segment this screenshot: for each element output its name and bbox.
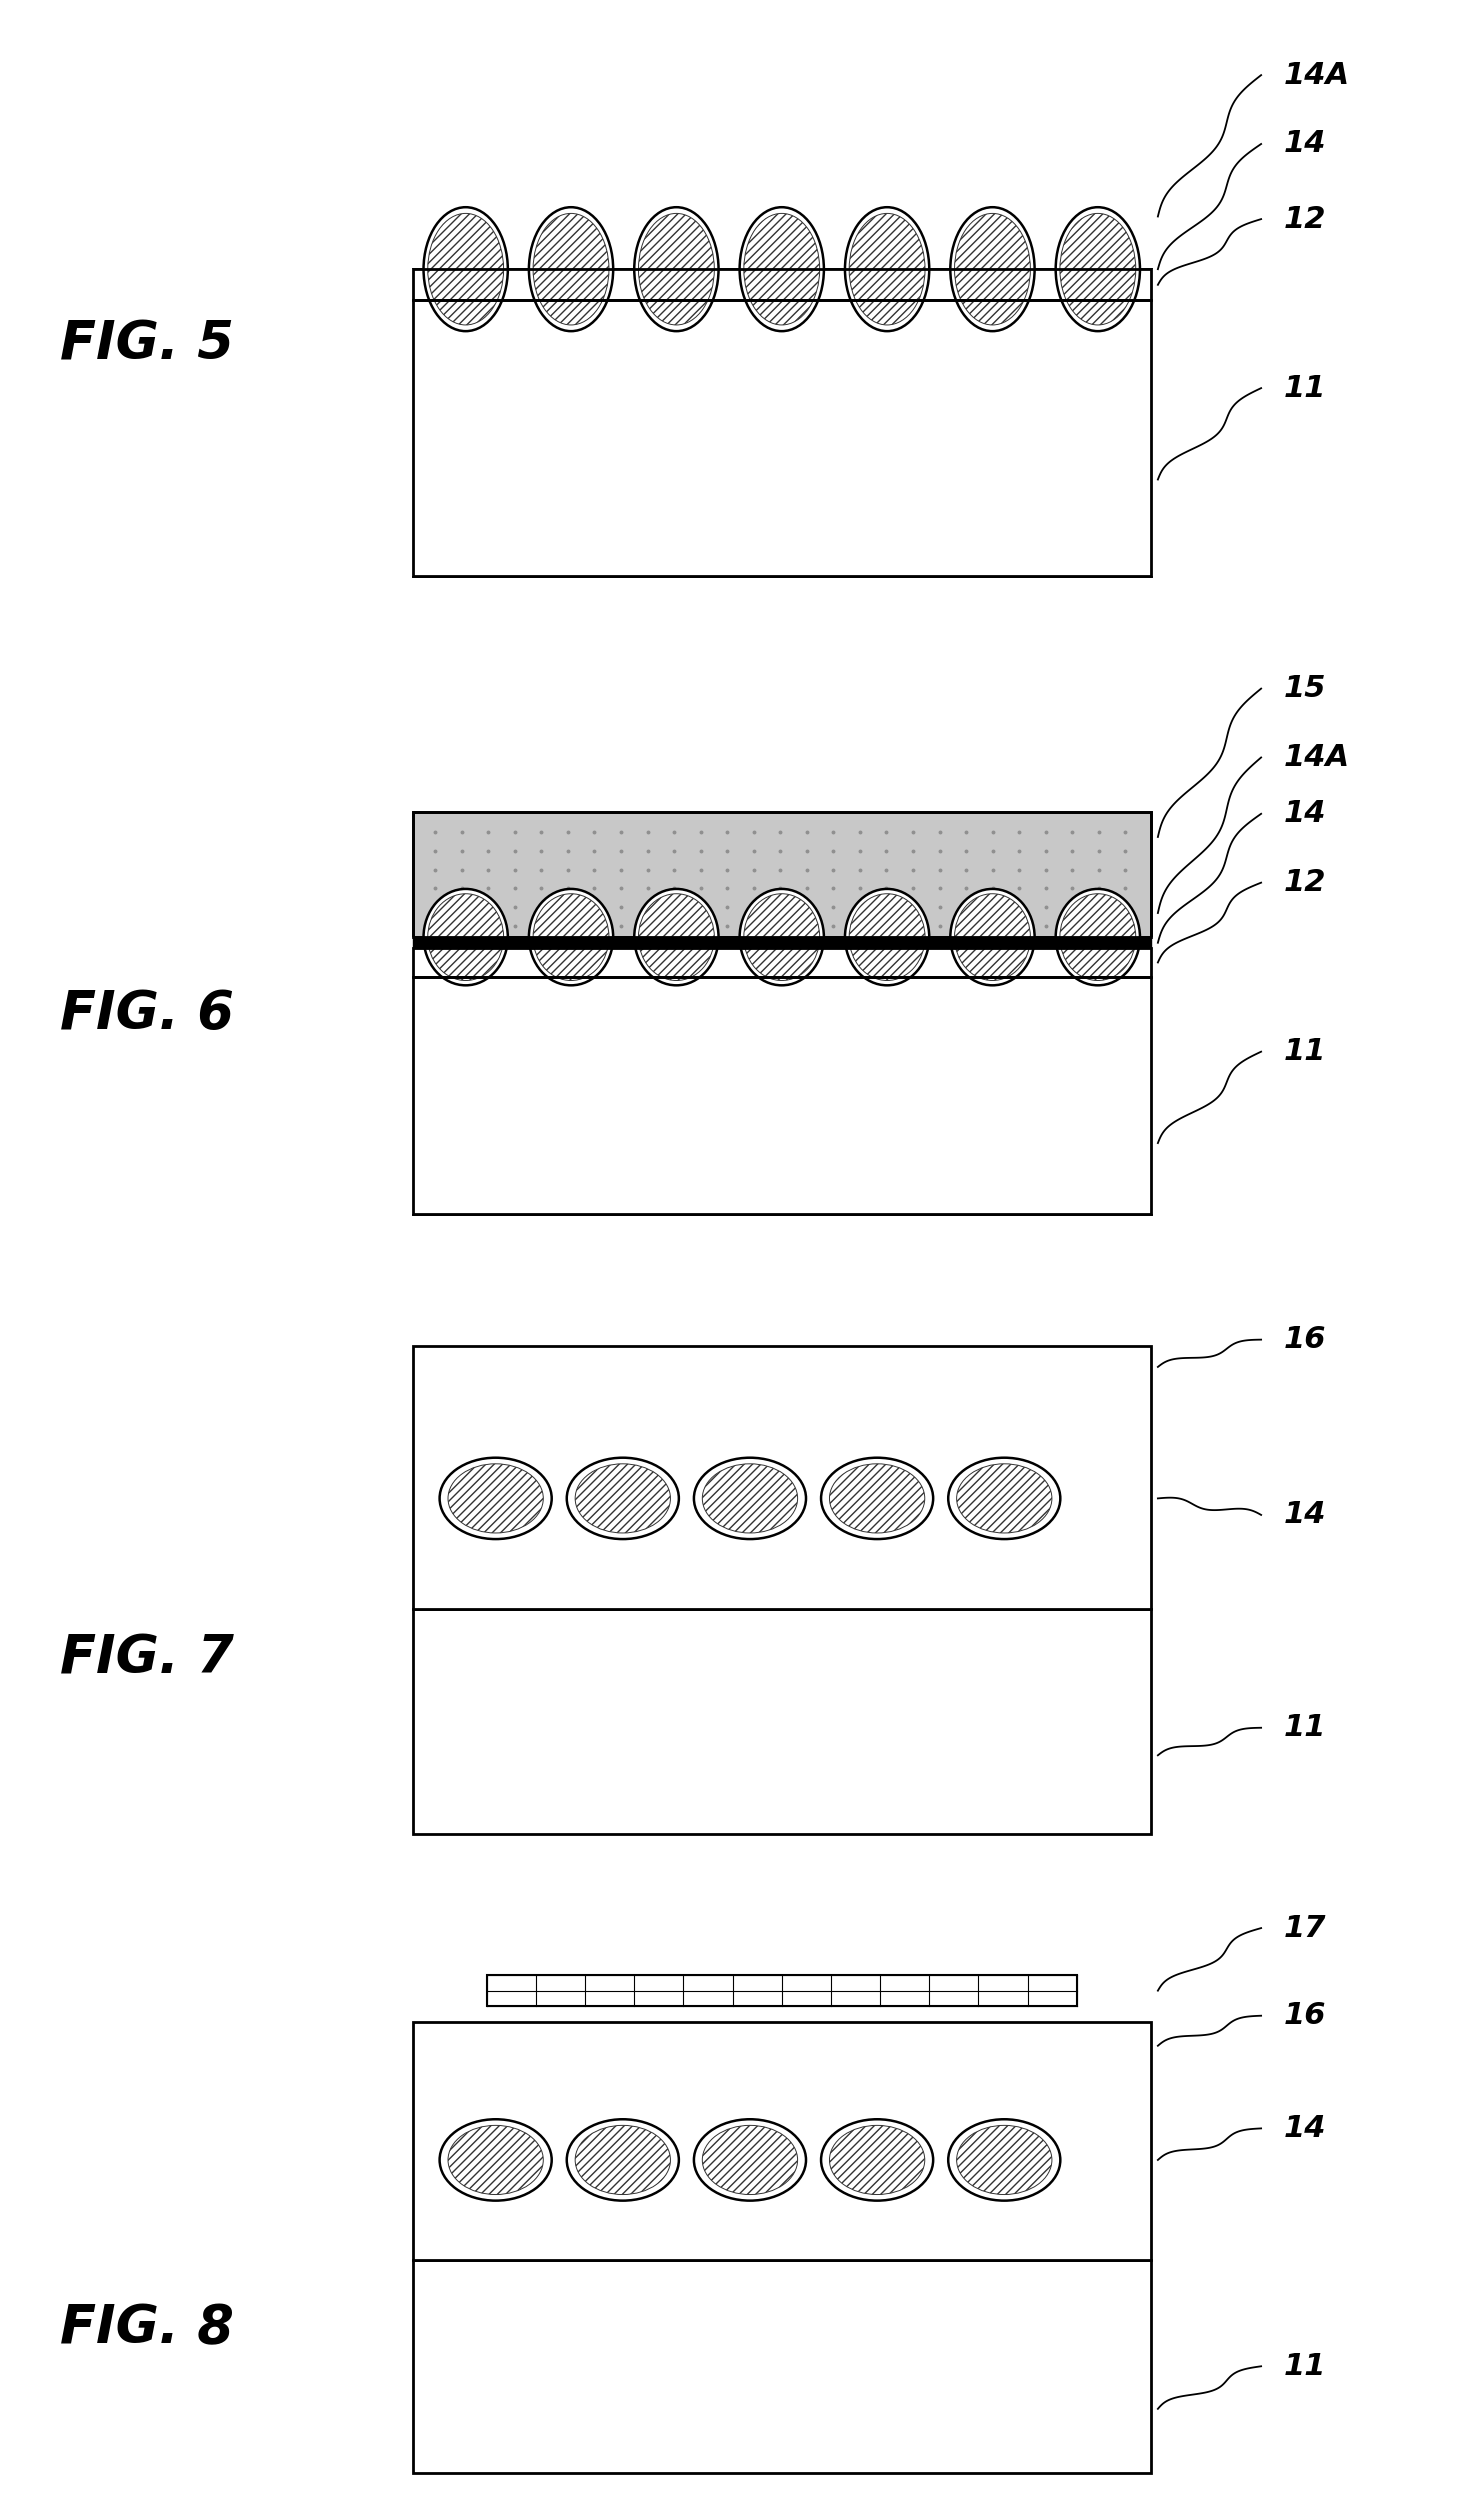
Bar	[413, 2259, 1150, 2474]
Bar	[413, 949, 1150, 977]
Ellipse shape	[693, 1457, 805, 1540]
Text: FIG. 6: FIG. 6	[60, 989, 235, 1039]
Bar	[398, 936, 1165, 1214]
Text: 12: 12	[1283, 205, 1326, 233]
Bar	[413, 1347, 1150, 1610]
Text: 17: 17	[1283, 1913, 1326, 1943]
Text: 14: 14	[1283, 130, 1326, 158]
Bar	[398, 270, 1165, 576]
Ellipse shape	[950, 208, 1034, 331]
Ellipse shape	[634, 208, 718, 331]
Bar	[413, 811, 1150, 936]
Ellipse shape	[440, 1457, 552, 1540]
Text: 14: 14	[1283, 1500, 1326, 1530]
Ellipse shape	[822, 1457, 934, 1540]
Bar	[413, 268, 1150, 300]
Bar	[413, 300, 1150, 576]
Text: 11: 11	[1283, 1713, 1326, 1743]
Text: 14: 14	[1283, 799, 1326, 829]
Text: FIG. 8: FIG. 8	[60, 2304, 235, 2354]
Bar	[413, 2023, 1150, 2259]
Ellipse shape	[530, 208, 614, 331]
Text: 15: 15	[1283, 674, 1326, 704]
Bar	[413, 977, 1150, 1214]
Bar	[413, 936, 1150, 949]
Text: 11: 11	[1283, 2351, 1326, 2381]
Ellipse shape	[1056, 208, 1140, 331]
Ellipse shape	[845, 208, 929, 331]
Ellipse shape	[739, 889, 825, 987]
Ellipse shape	[423, 889, 507, 987]
Ellipse shape	[566, 1457, 678, 1540]
Bar	[413, 977, 1150, 1214]
Ellipse shape	[739, 208, 825, 331]
Text: 12: 12	[1283, 869, 1326, 896]
Ellipse shape	[566, 2118, 678, 2201]
Text: 11: 11	[1283, 373, 1326, 403]
Ellipse shape	[948, 2118, 1061, 2201]
Bar	[413, 936, 1150, 949]
Bar	[413, 1610, 1150, 1833]
Ellipse shape	[1056, 889, 1140, 987]
Text: 14A: 14A	[1283, 60, 1350, 90]
Bar	[413, 300, 1150, 576]
Text: 11: 11	[1283, 1037, 1326, 1067]
Bar	[487, 1976, 1077, 2006]
Text: 16: 16	[1283, 1325, 1326, 1355]
Text: FIG. 7: FIG. 7	[60, 1633, 235, 1685]
Ellipse shape	[530, 889, 614, 987]
Text: 16: 16	[1283, 2001, 1326, 2031]
Ellipse shape	[845, 889, 929, 987]
Bar	[413, 268, 1150, 300]
Ellipse shape	[950, 889, 1034, 987]
Bar	[413, 811, 1150, 936]
Text: 14A: 14A	[1283, 744, 1350, 771]
Ellipse shape	[423, 208, 507, 331]
Text: FIG. 5: FIG. 5	[60, 318, 235, 371]
Ellipse shape	[440, 2118, 552, 2201]
Ellipse shape	[693, 2118, 805, 2201]
Bar	[413, 949, 1150, 977]
Ellipse shape	[822, 2118, 934, 2201]
Ellipse shape	[948, 1457, 1061, 1540]
Text: 14: 14	[1283, 2113, 1326, 2143]
Ellipse shape	[634, 889, 718, 987]
